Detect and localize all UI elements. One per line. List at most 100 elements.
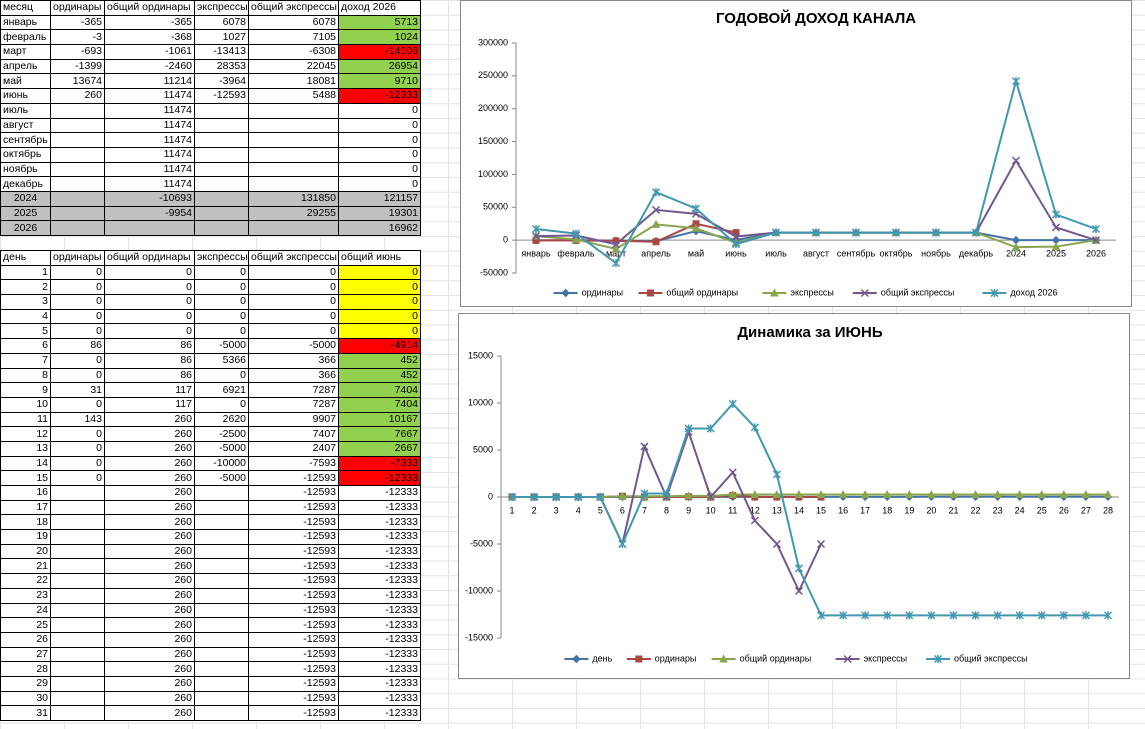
cell[interactable]: 260: [104, 411, 195, 428]
cell[interactable]: май: [0, 73, 51, 90]
cell[interactable]: 13674: [50, 73, 105, 90]
cell[interactable]: 121157: [338, 190, 421, 207]
cell[interactable]: -12333: [338, 690, 421, 707]
cell[interactable]: [194, 102, 249, 119]
cell[interactable]: 260: [104, 440, 195, 457]
cell[interactable]: 11474: [104, 161, 195, 178]
cell[interactable]: 31: [50, 382, 105, 398]
header-cell[interactable]: общий ординары: [104, 0, 195, 16]
cell[interactable]: [194, 705, 249, 721]
cell[interactable]: 6: [0, 338, 51, 354]
cell[interactable]: 0: [194, 308, 249, 325]
cell[interactable]: -5000: [194, 440, 249, 457]
cell[interactable]: июль: [0, 102, 51, 119]
cell[interactable]: -10693: [104, 190, 195, 207]
cell[interactable]: 260: [104, 514, 195, 531]
chart-frame[interactable]: ГОДОВОЙ ДОХОД КАНАЛА -50000 0 50000 100000 15…: [460, 0, 1132, 307]
cell[interactable]: -7333: [338, 455, 421, 472]
cell[interactable]: [50, 514, 105, 531]
cell[interactable]: декабрь: [0, 176, 51, 192]
cell[interactable]: [50, 646, 105, 663]
cell[interactable]: 26954: [338, 58, 421, 75]
cell[interactable]: 5: [0, 323, 51, 340]
cell[interactable]: [194, 220, 249, 236]
cell[interactable]: 0: [104, 323, 195, 340]
cell[interactable]: 0: [50, 367, 105, 384]
cell[interactable]: 15: [0, 470, 51, 486]
cell[interactable]: 20: [0, 543, 51, 560]
cell[interactable]: 0: [50, 426, 105, 442]
cell[interactable]: 260: [104, 631, 195, 648]
cell[interactable]: 12: [0, 426, 51, 442]
cell[interactable]: -12333: [338, 602, 421, 619]
cell[interactable]: 29: [0, 675, 51, 692]
cell[interactable]: -5000: [194, 470, 249, 486]
cell[interactable]: 0: [50, 279, 105, 296]
cell[interactable]: -12593: [248, 690, 339, 707]
cell[interactable]: 18: [0, 514, 51, 531]
cell[interactable]: 0: [50, 396, 105, 413]
cell[interactable]: 0: [248, 279, 339, 296]
cell[interactable]: [50, 499, 105, 516]
cell[interactable]: [194, 646, 249, 663]
cell[interactable]: 0: [194, 279, 249, 296]
cell[interactable]: 86: [104, 367, 195, 384]
cell[interactable]: [50, 132, 105, 148]
cell[interactable]: [104, 220, 195, 236]
cell[interactable]: [50, 485, 105, 501]
cell[interactable]: 10: [0, 396, 51, 413]
cell[interactable]: 260: [50, 88, 105, 104]
cell[interactable]: -12333: [338, 558, 421, 575]
cell[interactable]: [194, 499, 249, 516]
cell[interactable]: 30: [0, 690, 51, 707]
cell[interactable]: 260: [104, 573, 195, 589]
cell[interactable]: сентябрь: [0, 132, 51, 148]
cell[interactable]: -12593: [248, 602, 339, 619]
cell[interactable]: [50, 176, 105, 192]
cell[interactable]: -12593: [248, 617, 339, 633]
cell[interactable]: 1: [0, 264, 51, 281]
cell[interactable]: [194, 529, 249, 545]
cell[interactable]: [248, 102, 339, 119]
cell[interactable]: 0: [338, 102, 421, 119]
cell[interactable]: [50, 146, 105, 163]
cell[interactable]: 11214: [104, 73, 195, 90]
cell[interactable]: 0: [50, 294, 105, 310]
cell[interactable]: -5000: [248, 338, 339, 354]
cell[interactable]: 11474: [104, 176, 195, 192]
cell[interactable]: 5488: [248, 88, 339, 104]
cell[interactable]: 260: [104, 690, 195, 707]
cell[interactable]: -368: [104, 29, 195, 46]
header-cell[interactable]: доход 2026: [338, 0, 421, 16]
cell[interactable]: январь: [0, 14, 51, 31]
cell[interactable]: -12593: [248, 661, 339, 677]
cell[interactable]: 11474: [104, 88, 195, 104]
cell[interactable]: [248, 161, 339, 178]
cell[interactable]: 9: [0, 382, 51, 398]
cell[interactable]: 7667: [338, 426, 421, 442]
cell[interactable]: -12593: [248, 646, 339, 663]
cell[interactable]: -12593: [248, 499, 339, 516]
cell[interactable]: 25: [0, 617, 51, 633]
cell[interactable]: 3: [0, 294, 51, 310]
cell[interactable]: 86: [50, 338, 105, 354]
cell[interactable]: [194, 543, 249, 560]
cell[interactable]: 14: [0, 455, 51, 472]
cell[interactable]: [50, 705, 105, 721]
cell[interactable]: 260: [104, 661, 195, 677]
cell[interactable]: 0: [50, 455, 105, 472]
cell[interactable]: 17: [0, 499, 51, 516]
cell[interactable]: -1061: [104, 44, 195, 60]
cell[interactable]: 260: [104, 470, 195, 486]
cell[interactable]: 260: [104, 543, 195, 560]
cell[interactable]: июнь: [0, 88, 51, 104]
cell[interactable]: 5366: [194, 352, 249, 369]
cell[interactable]: [194, 587, 249, 604]
cell[interactable]: [50, 220, 105, 236]
cell[interactable]: [50, 661, 105, 677]
cell[interactable]: [194, 558, 249, 575]
cell[interactable]: [50, 587, 105, 604]
cell[interactable]: -365: [50, 14, 105, 31]
cell[interactable]: 6078: [194, 14, 249, 31]
cell[interactable]: февраль: [0, 29, 51, 46]
